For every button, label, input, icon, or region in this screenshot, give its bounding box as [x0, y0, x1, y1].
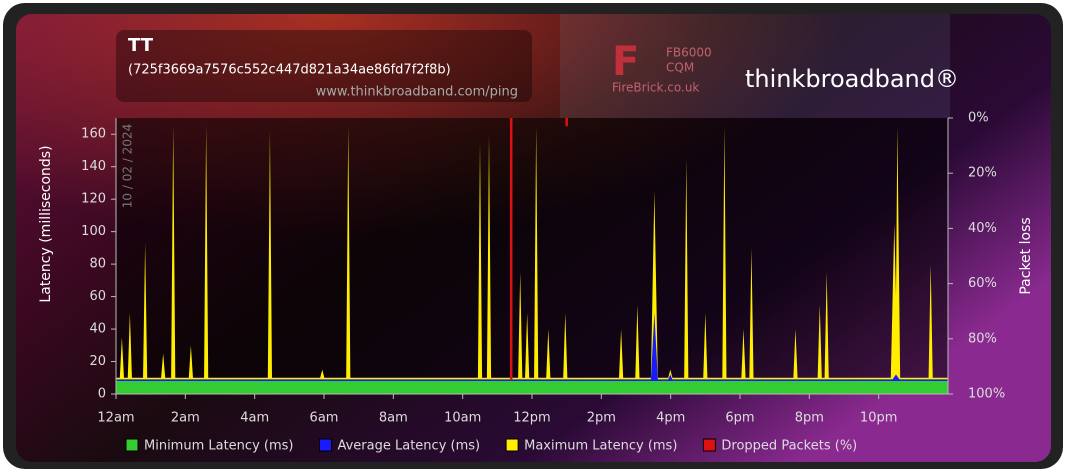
y-tick-label: 140 — [81, 159, 106, 174]
y2-tick-label: 60% — [968, 276, 997, 291]
plot-area — [116, 118, 948, 394]
y-tick-label: 80 — [89, 257, 106, 272]
legend-swatch — [702, 438, 716, 452]
y-tick-label: 160 — [81, 127, 106, 142]
x-tick-label: 10am — [444, 411, 481, 426]
logo-text: FB6000 — [666, 46, 712, 60]
x-tick-label: 4am — [240, 411, 269, 426]
x-tick-label: 2am — [171, 411, 200, 426]
date-annotation: 10 / 02 / 2024 — [121, 124, 135, 208]
y-tick-label: 60 — [89, 289, 106, 304]
y2-tick-label: 40% — [968, 221, 997, 236]
logo-text: CQM — [666, 61, 694, 75]
y-tick-label: 20 — [89, 354, 106, 369]
axes: 0 20 40 60 80 100 120 140 160 0% 20% 40% 60% 80% 100% 1… — [81, 111, 1005, 426]
x-tick-label: 6pm — [725, 411, 754, 426]
header-box — [116, 30, 532, 102]
y-tick-label: 0 — [98, 387, 106, 402]
firebrick-mark: F — [612, 39, 639, 85]
y-tick-label: 120 — [81, 192, 106, 207]
x-tick-label: 8pm — [795, 411, 824, 426]
y2-tick-label: 20% — [968, 166, 997, 181]
legend-label: Maximum Latency (ms) — [524, 439, 677, 454]
y-axis-label: Latency (milliseconds) — [38, 145, 54, 302]
x-tick-label: 2pm — [587, 411, 616, 426]
brand-logo: thinkbroadband® — [745, 65, 959, 93]
x-tick-label: 10pm — [860, 411, 897, 426]
legend: Minimum Latency (ms) Average Latency (ms)… — [125, 438, 857, 454]
y2-tick-label: 0% — [968, 111, 989, 126]
latency-area — [116, 381, 948, 394]
legend-label: Minimum Latency (ms) — [144, 439, 293, 454]
y-tick-label: 100 — [81, 224, 106, 239]
subtitle: (725f3669a7576c552c447d821a34ae86fd7f2f8… — [128, 63, 451, 78]
title: TT — [128, 35, 154, 56]
y2-tick-label: 100% — [968, 387, 1005, 402]
logo-panel — [560, 14, 950, 118]
y2-axis-label: Packet loss — [1018, 217, 1034, 294]
source: www.thinkbroadband.com/ping — [316, 85, 518, 100]
y-tick-label: 40 — [89, 322, 106, 337]
logo-text: FireBrick.co.uk — [612, 81, 699, 95]
legend-label: Average Latency (ms) — [337, 439, 480, 454]
legend-swatch — [505, 438, 519, 452]
x-tick-label: 4pm — [656, 411, 685, 426]
legend-label: Dropped Packets (%) — [721, 439, 857, 454]
x-tick-label: 6am — [310, 411, 339, 426]
x-tick-label: 12am — [97, 411, 134, 426]
x-tick-label: 8am — [379, 411, 408, 426]
x-tick-label: 12pm — [513, 411, 550, 426]
legend-swatch — [125, 438, 139, 452]
legend-swatch — [318, 438, 332, 452]
plot: 0 20 40 60 80 100 120 140 160 0% 20% 40% 60% 80% 100% 1… — [81, 111, 1005, 426]
y2-tick-label: 80% — [968, 331, 997, 346]
